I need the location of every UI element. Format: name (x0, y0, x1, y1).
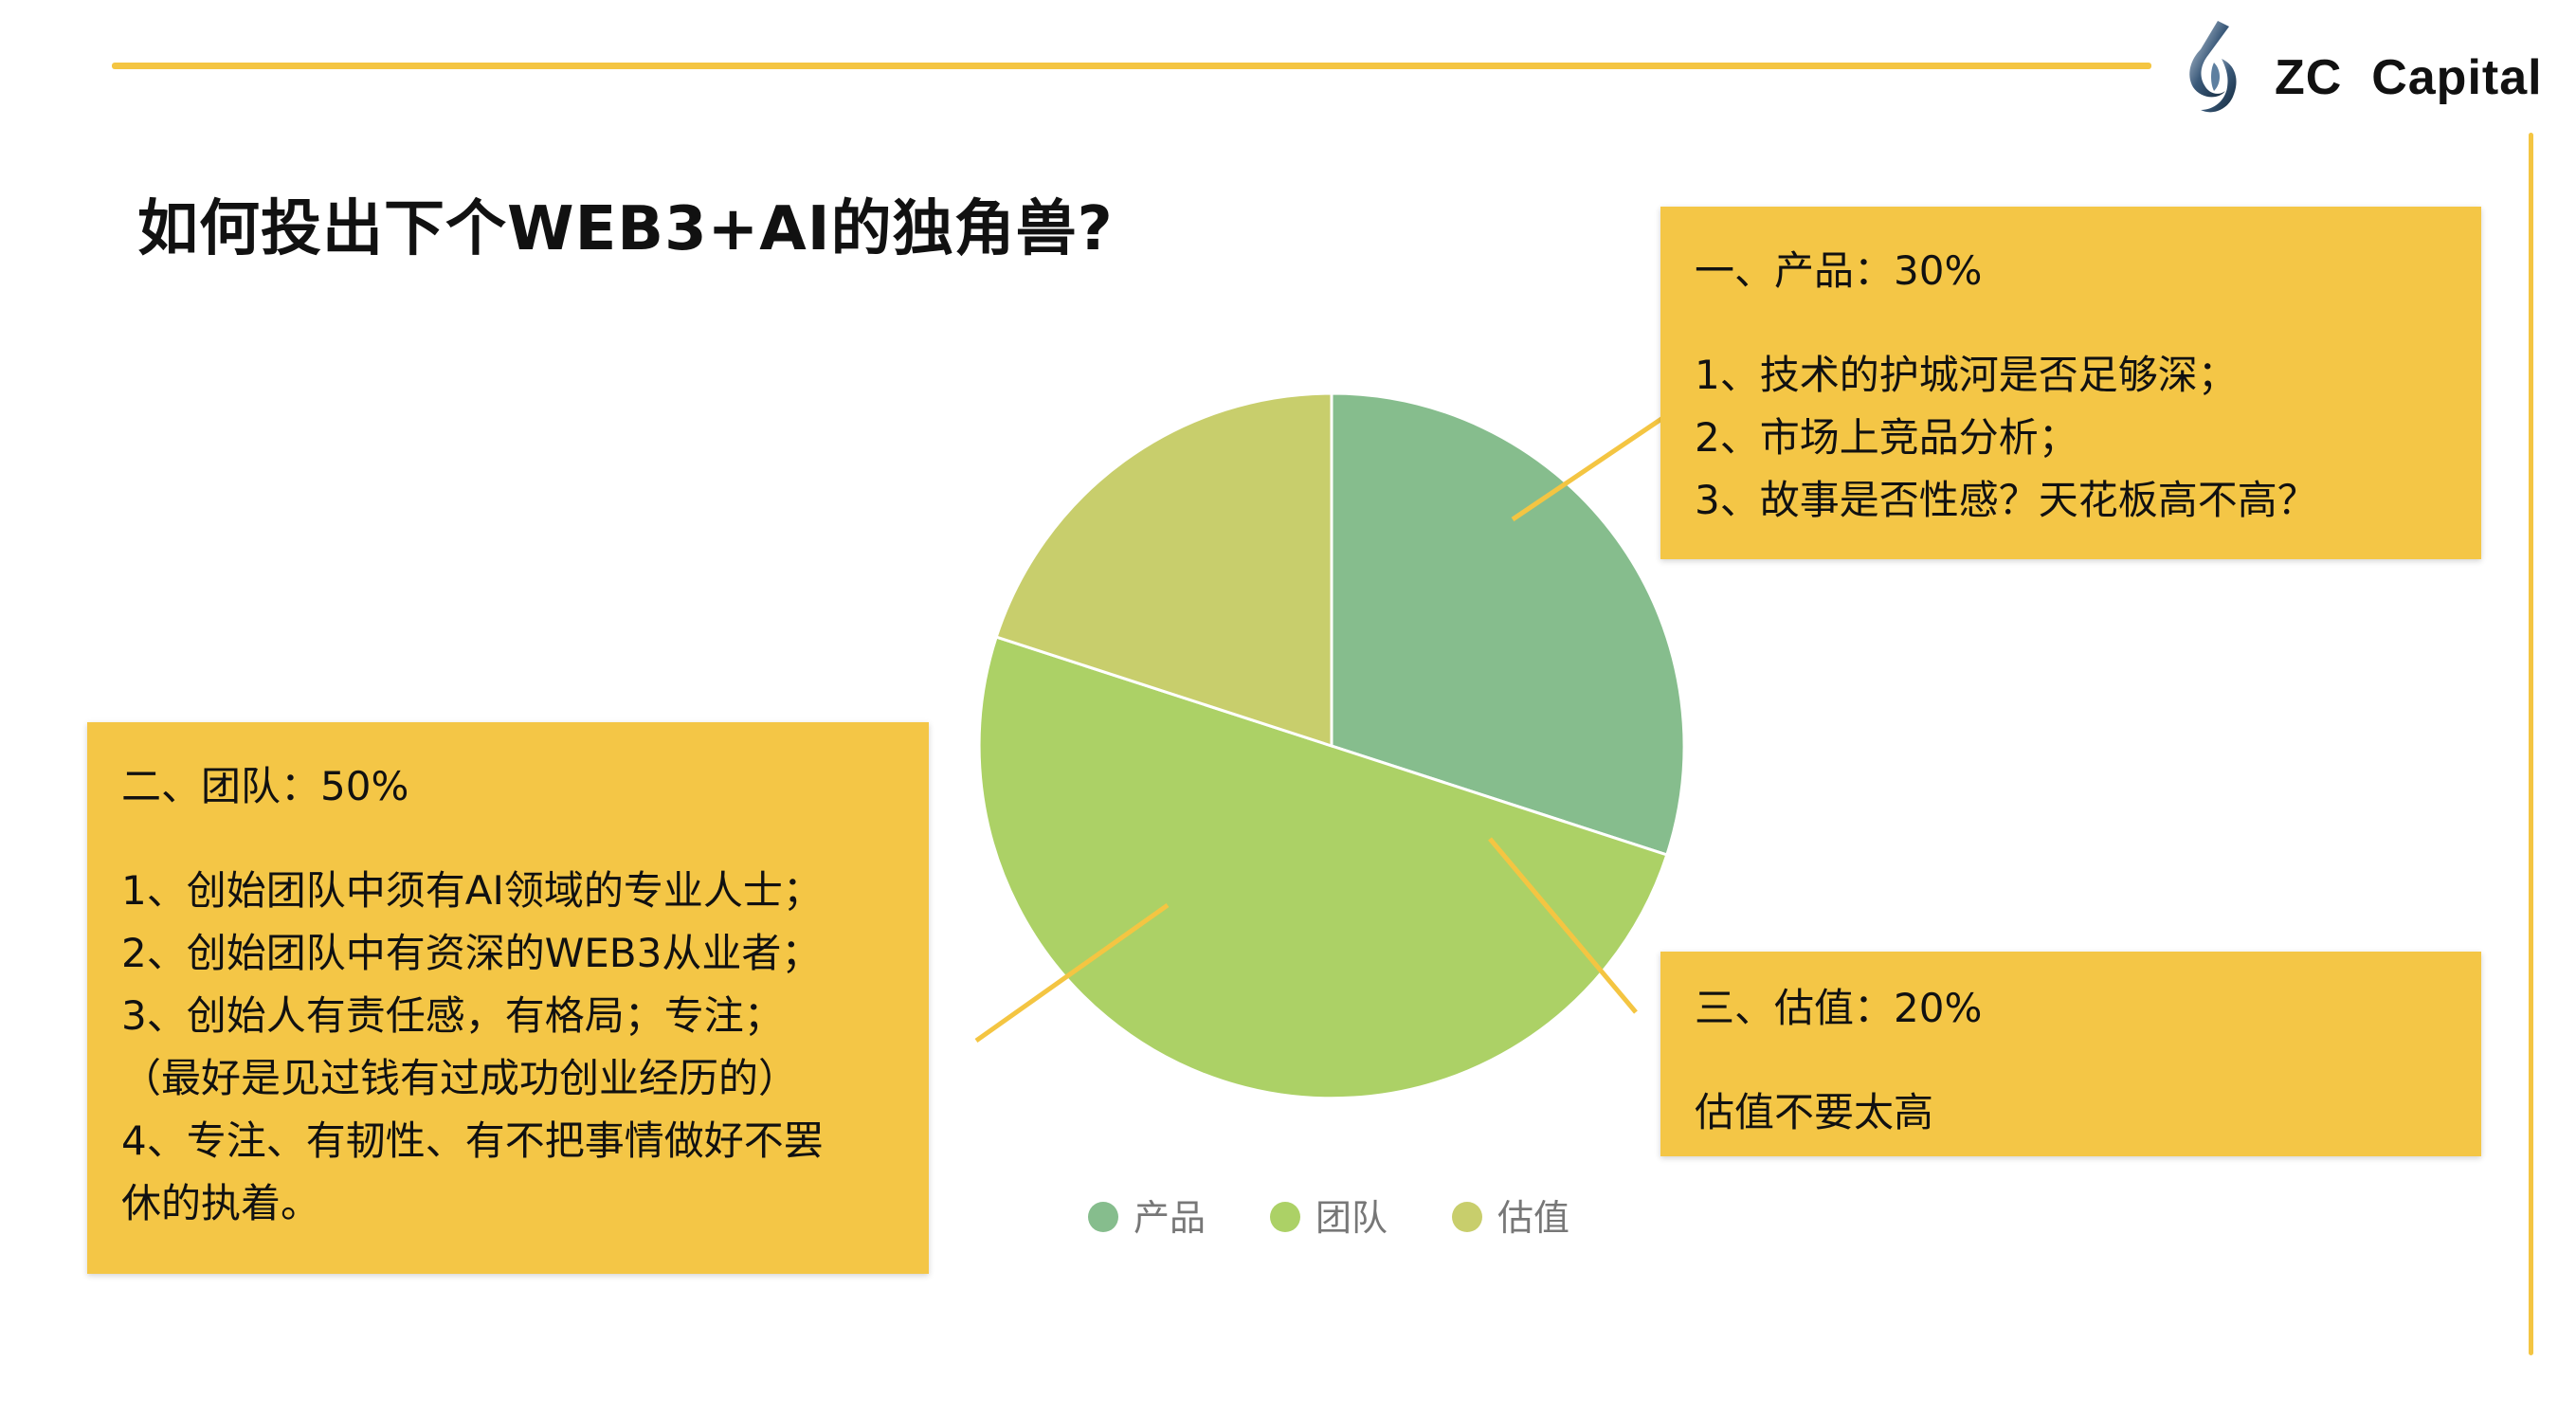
card-team: 二、团队：50% 1、创始团队中须有AI领域的专业人士； 2、创始团队中有资深的… (87, 722, 929, 1274)
card-product: 一、产品：30% 1、技术的护城河是否足够深； 2、市场上竞品分析； 3、故事是… (1660, 207, 2481, 559)
card-team-heading: 二、团队：50% (121, 763, 409, 809)
leader-line-2 (1488, 837, 1638, 1014)
brand-name: ZC Capital (2275, 50, 2543, 105)
pie-slice-2 (979, 637, 1667, 1098)
card-team-line: 休的执着。 (121, 1180, 321, 1226)
chart-legend: 产品 团队 估值 (1088, 1197, 1569, 1239)
header-divider (112, 63, 2151, 69)
card-product-line: 2、市场上竞品分析； (1695, 414, 2078, 461)
card-product-line: 3、故事是否性感？天花板高不高？ (1695, 477, 2317, 523)
zc-capital-logo-icon (2189, 21, 2237, 113)
right-divider (2529, 133, 2533, 1355)
card-valuation-heading: 三、估值：20% (1695, 985, 1983, 1031)
card-valuation-line: 估值不要太高 (1695, 1089, 1934, 1135)
legend-marker-3 (1452, 1202, 1482, 1232)
card-team-line: 4、专注、有韧性、有不把事情做好不罢 (121, 1117, 824, 1164)
legend-marker-2 (1270, 1202, 1300, 1232)
card-valuation: 三、估值：20% 估值不要太高 (1660, 952, 2481, 1156)
pie-slices (979, 391, 1686, 1098)
card-team-line: 1、创始团队中须有AI领域的专业人士； (121, 867, 823, 914)
leader-lines (974, 414, 1666, 1044)
pie-slice-1 (1330, 391, 1686, 857)
legend-label-3: 估值 (1497, 1197, 1569, 1239)
legend-marker-1 (1088, 1202, 1118, 1232)
leader-line-1 (1511, 414, 1666, 522)
pie-slice-3 (994, 391, 1333, 749)
card-team-line: （最好是见过钱有过成功创业经历的） (121, 1055, 799, 1101)
leader-line-3 (974, 902, 1170, 1044)
card-team-line: 3、创始人有责任感，有格局；专注； (121, 992, 784, 1039)
card-team-line: 2、创始团队中有资深的WEB3从业者； (121, 930, 822, 976)
legend-label-1: 产品 (1134, 1197, 1206, 1239)
page-title: 如何投出下个WEB3+AI的独角兽? (137, 194, 1114, 264)
legend-label-2: 团队 (1315, 1197, 1388, 1239)
card-product-line: 1、技术的护城河是否足够深； (1695, 352, 2238, 398)
card-product-heading: 一、产品：30% (1695, 247, 1983, 294)
